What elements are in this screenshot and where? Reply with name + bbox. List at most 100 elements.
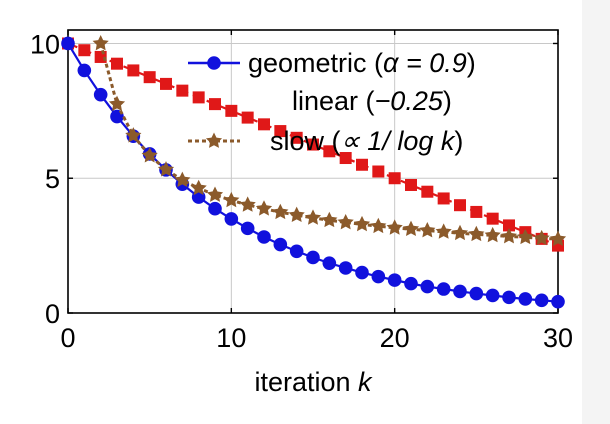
data-point-slow [500,227,518,244]
y-tick-label: 10 [30,29,60,59]
data-point-geometric [436,282,451,296]
data-point-linear [470,205,483,218]
data-point-slow [108,95,126,111]
y-tick-label: 0 [45,299,60,329]
axes-layer [67,29,559,314]
legend-label-linear: linear (−0.25) [292,86,452,116]
data-point-slow [288,206,305,223]
x-tick-label: 0 [60,323,75,353]
data-point-geometric [273,237,288,252]
data-point-slow [223,191,240,208]
legend-entry-slow: slow (∝ 1/ log k) [188,126,463,156]
legend-label-slow: slow (∝ 1/ log k) [270,126,463,156]
data-point-linear [111,57,123,70]
data-point-geometric [93,87,108,102]
data-point-linear [127,64,140,77]
data-point-linear [241,111,254,124]
plot-frame [67,29,559,314]
data-point-slow [304,209,322,225]
x-tick-label: 30 [543,323,573,353]
page-edge-strip [582,0,610,424]
data-point-slow [157,161,175,177]
data-point-geometric [61,36,75,51]
data-point-geometric [420,279,435,294]
x-tick-label: 20 [380,323,410,353]
data-point-geometric [240,221,255,236]
y-tick-label: 5 [45,164,60,194]
data-point-slow [517,228,534,245]
data-point-linear [454,199,466,212]
data-point-geometric [224,212,239,226]
data-point-geometric [404,276,418,291]
data-point-linear [486,212,499,225]
data-point-geometric [322,256,337,270]
data-point-geometric [289,244,304,259]
data-point-slow [435,223,452,239]
data-point-slow [255,200,273,216]
data-point-geometric [387,273,402,287]
data-point-linear [339,152,352,165]
data-point-geometric [453,284,467,299]
data-point-linear [78,44,91,57]
data-point-slow [337,213,354,230]
data-point-slow [370,217,387,234]
data-point-geometric [551,294,565,309]
series-slow [92,34,567,247]
legend: geometric (α = 0.9) linear (−0.25) slow (∝… [188,48,476,156]
data-point-slow [549,230,567,247]
data-point-linear [274,125,287,138]
data-point-slow [321,211,338,228]
data-point-linear [290,131,303,144]
data-point-linear [372,165,385,178]
data-point-geometric [355,265,369,280]
data-point-slow [484,226,501,243]
data-point-linear [209,98,221,111]
data-point-linear [503,219,515,232]
legend-label-geometric: geometric (α = 0.9) [248,48,476,78]
data-point-slow [125,127,142,143]
data-point-linear [192,91,205,104]
data-point-slow [402,220,420,237]
data-point-slow [468,225,485,242]
data-point-geometric [469,286,484,301]
legend-swatch-marker [205,132,223,148]
data-point-geometric [502,290,516,305]
data-point-geometric [485,288,500,303]
data-point-linear [437,192,450,205]
data-point-slow [353,215,371,232]
data-point-linear [258,118,270,131]
legend-entry-linear: linear (−0.25) [292,86,452,116]
data-point-slow [141,147,158,163]
tick-labels: 0 10 20 30 0 5 10 [30,29,573,353]
legend-swatch-marker [207,56,221,70]
series-layer [61,34,567,309]
data-point-geometric [534,293,549,308]
data-point-geometric [257,230,271,244]
data-point-slow [190,179,207,196]
data-point-slow [239,196,256,212]
data-point-linear [225,104,238,117]
data-point-linear [160,77,172,90]
data-point-slow [533,229,550,246]
x-axis-title: iteration k [254,367,373,397]
data-point-linear [176,84,189,97]
legend-entry-geometric: geometric (α = 0.9) [188,48,476,78]
data-point-geometric [518,292,533,306]
data-point-geometric [77,63,92,78]
data-point-slow [174,171,191,187]
data-point-slow [451,224,469,241]
x-tick-label: 10 [216,323,246,353]
data-point-geometric [371,269,386,284]
data-point-slow [206,186,224,202]
data-point-linear [405,178,417,191]
data-point-linear [356,158,368,171]
data-point-geometric [306,250,320,265]
data-point-geometric [338,261,353,275]
data-point-slow [419,222,436,238]
data-point-linear [323,145,336,158]
data-point-slow [272,203,289,220]
data-point-slow [386,219,403,235]
data-point-linear [307,138,319,151]
series-geometric [61,36,565,309]
